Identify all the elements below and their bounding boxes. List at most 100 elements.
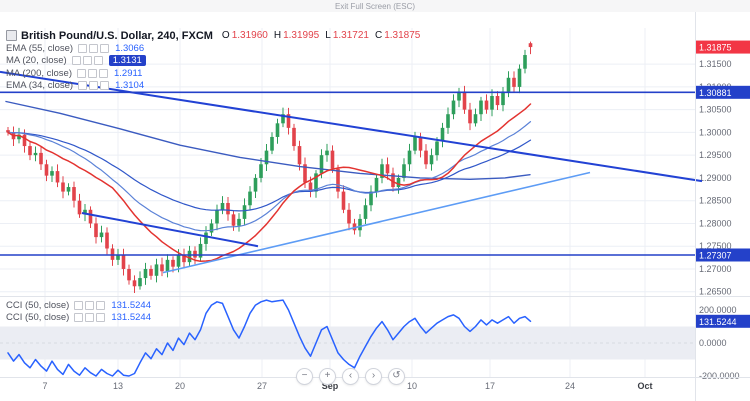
close-icon[interactable] [93,56,103,66]
eye-icon[interactable] [77,68,86,78]
candle-body [391,173,395,188]
candle-body [341,191,346,210]
candle-body [490,96,494,110]
candle-body [374,177,379,192]
candle-body [319,155,324,174]
indicator-row: MA (200, close) 1.2911 [6,67,424,80]
close-icon[interactable] [96,300,106,310]
candle-body [484,100,489,110]
close-icon[interactable] [100,81,110,91]
settings-icon[interactable] [85,313,95,323]
candle-body [88,209,93,224]
cci-tick-label: 200.0000 [699,305,737,315]
candle-body [171,259,175,267]
candle-body [281,114,285,124]
candle-body [28,146,32,156]
candle-body [523,55,527,69]
cci-legend-row: CCI (50, close) 131.5244 [6,299,151,312]
eye-icon[interactable] [74,300,84,310]
scroll-left-button[interactable]: ‹ [342,368,359,385]
ohlc-h-value: 1.31995 [283,30,320,41]
candle-body [385,164,390,174]
eye-icon[interactable] [71,56,81,66]
chart-icon[interactable] [6,30,17,41]
candle-body [451,100,456,115]
ema55-line [7,131,532,212]
candle-body [17,134,21,140]
candle-body [209,223,214,233]
reset-chart-button[interactable]: ↺ [388,368,405,385]
indicator-value: 1.3131 [108,55,146,67]
price-axis[interactable] [695,12,750,377]
candle-body [66,187,71,192]
last-price-badge-text: 1.31875 [699,43,732,53]
indicator-row: EMA (34, close) 1.3104 [6,80,424,93]
settings-icon[interactable] [89,81,99,91]
indicator-value: 1.3066 [115,42,145,54]
candle-body [479,100,483,115]
candle-body [237,218,241,226]
price-level-badge-text: 1.27307 [699,250,732,260]
candle-body [165,259,170,272]
price-level-badge [696,248,750,262]
indicator-label: EMA (55, close) [6,42,74,54]
time-tick-label: Sep [322,381,339,391]
ma20-line [7,103,532,262]
candle-body [220,202,225,210]
settings-icon[interactable] [82,56,92,66]
candle-body [325,150,329,156]
candle-body [308,182,313,192]
candle-body [517,68,522,87]
candle-body [105,232,109,249]
candle-body [363,205,368,219]
scroll-right-button[interactable]: › [365,368,382,385]
indicator-controls [78,81,110,91]
ema34-line [7,121,532,232]
ohlc-l-label: L [325,30,331,41]
time-tick-label: Oct [637,381,652,391]
eye-icon[interactable] [74,313,84,323]
candle-body [495,96,500,106]
candle-body [77,200,82,215]
settings-icon[interactable] [88,68,97,78]
close-icon[interactable] [99,68,108,78]
candle-body [248,191,252,206]
time-tick-label: 17 [485,381,495,391]
symbol-title[interactable]: British Pound/U.S. Dollar, 240, FXCM [21,29,213,42]
ohlc-o-label: O [221,30,230,41]
candle-body [473,114,478,124]
close-icon[interactable] [96,313,106,323]
cci-tick-label: -200.0000 [699,371,740,381]
trend-line [81,211,259,248]
settings-icon[interactable] [89,43,99,53]
indicator-label: MA (20, close) [6,55,67,67]
candle-body [253,177,258,192]
settings-icon[interactable] [85,300,95,310]
price-tick-label: 1.29500 [699,150,732,160]
candle-body [44,164,49,176]
eye-icon[interactable] [78,43,88,53]
indicator-row: MA (20, close) 1.3131 [6,55,424,68]
candle-body [33,152,38,156]
ohlc-h-label: H [273,30,282,41]
zoom-in-button[interactable]: + [319,368,336,385]
indicator-controls [71,56,103,66]
candle-body [292,127,296,147]
exit-fullscreen-button[interactable]: Exit Full Screen (ESC) [334,1,416,11]
candle-body [94,223,98,238]
candle-body [336,168,340,192]
price-tick-label: 1.27000 [699,264,732,274]
zoom-out-button[interactable]: − [296,368,313,385]
close-icon[interactable] [100,43,110,53]
candle-body [132,280,137,287]
price-tick-label: 1.31500 [699,59,732,69]
eye-icon[interactable] [78,81,88,91]
time-tick-label: 27 [257,381,267,391]
indicator-label: EMA (34, close) [6,80,74,92]
candle-body [462,91,467,110]
candle-body [314,173,318,192]
candle-body [275,123,280,137]
candle-body [501,91,505,106]
candle-body [198,243,203,258]
